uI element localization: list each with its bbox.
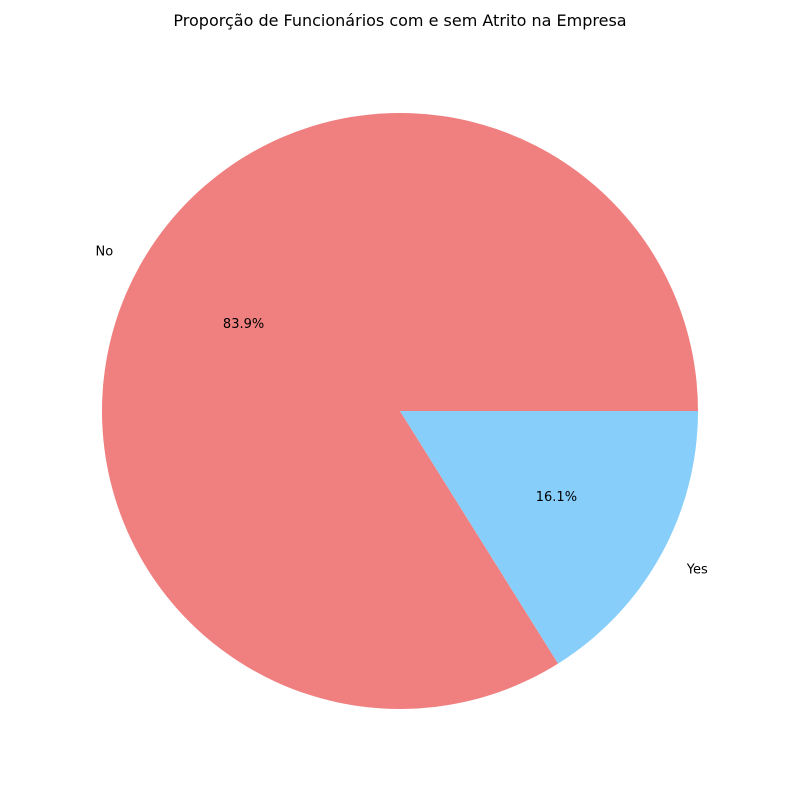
slice-percent-yes: 16.1% (536, 490, 577, 505)
slice-label-yes: Yes (686, 562, 708, 577)
pie-slice-yes (400, 411, 698, 664)
slice-percent-no: 83.9% (223, 317, 264, 332)
slice-label-no: No (96, 245, 114, 260)
pie-slice-no (101, 113, 698, 710)
chart-title: Proporção de Funcionários com e sem Atri… (173, 11, 627, 30)
